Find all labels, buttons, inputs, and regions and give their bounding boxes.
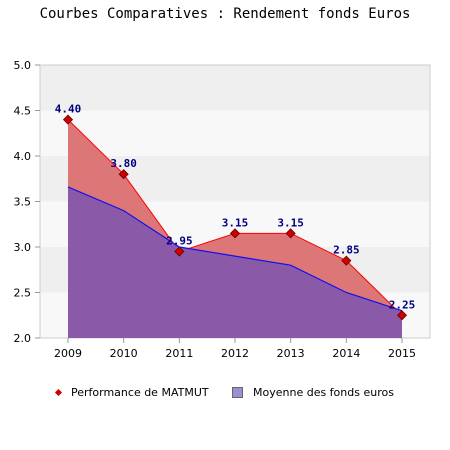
data-point: [396, 310, 408, 321]
line-average: [67, 186, 403, 312]
data-label: 2.85: [333, 244, 360, 257]
legend-label: Moyenne des fonds euros: [253, 386, 394, 399]
data-label: 2.25: [389, 298, 416, 311]
legend: Performance de MATMUT Moyenne des fonds …: [0, 386, 450, 406]
data-label: 3.15: [222, 216, 249, 229]
data-point: [341, 255, 352, 266]
data-point: [174, 246, 185, 257]
legend-marker-diamond-icon: [54, 388, 63, 397]
y-tick-label: 3.5: [14, 196, 32, 209]
legend-item-matmut: Performance de MATMUT: [54, 386, 209, 399]
grid-band: [40, 65, 430, 111]
y-tick-label: 5.0: [14, 59, 32, 72]
x-tick-label: 2010: [110, 347, 138, 360]
x-axis-ticks: 2009 2010 2011 2012 2013 2014 2015: [54, 338, 416, 360]
x-tick-label: 2015: [388, 347, 416, 360]
x-tick-label: 2012: [221, 347, 249, 360]
data-label: 4.40: [55, 103, 82, 116]
y-axis-ticks: 5.0 4.5 4.0 3.5 3.0 2.5 2.0: [14, 59, 40, 345]
legend-swatch-icon: [232, 387, 243, 398]
grid-band: [40, 110, 430, 156]
data-point: [62, 114, 74, 125]
y-tick-label: 2.5: [14, 287, 32, 300]
legend-item-average: Moyenne des fonds euros: [232, 386, 394, 399]
y-tick-label: 2.0: [14, 332, 32, 345]
x-tick-label: 2014: [332, 347, 360, 360]
data-point: [285, 228, 296, 239]
data-label: 2.95: [166, 235, 193, 248]
legend-label: Performance de MATMUT: [71, 386, 209, 399]
x-tick-label: 2009: [54, 347, 82, 360]
area-average: [68, 186, 402, 338]
data-labels: 4.40 3.80 2.95 3.15 3.15 2.85 2.25: [55, 103, 416, 312]
y-tick-label: 3.0: [14, 241, 32, 254]
y-tick-label: 4.5: [14, 105, 32, 118]
x-tick-label: 2011: [165, 347, 193, 360]
x-tick-label: 2013: [277, 347, 305, 360]
y-tick-label: 4.0: [14, 150, 32, 163]
data-label: 3.15: [277, 216, 304, 229]
data-label: 3.80: [110, 157, 137, 170]
data-point: [229, 228, 241, 239]
data-point: [118, 169, 129, 180]
series-markers: [62, 114, 408, 321]
chart-title: Courbes Comparatives : Rendement fonds E…: [39, 6, 411, 22]
